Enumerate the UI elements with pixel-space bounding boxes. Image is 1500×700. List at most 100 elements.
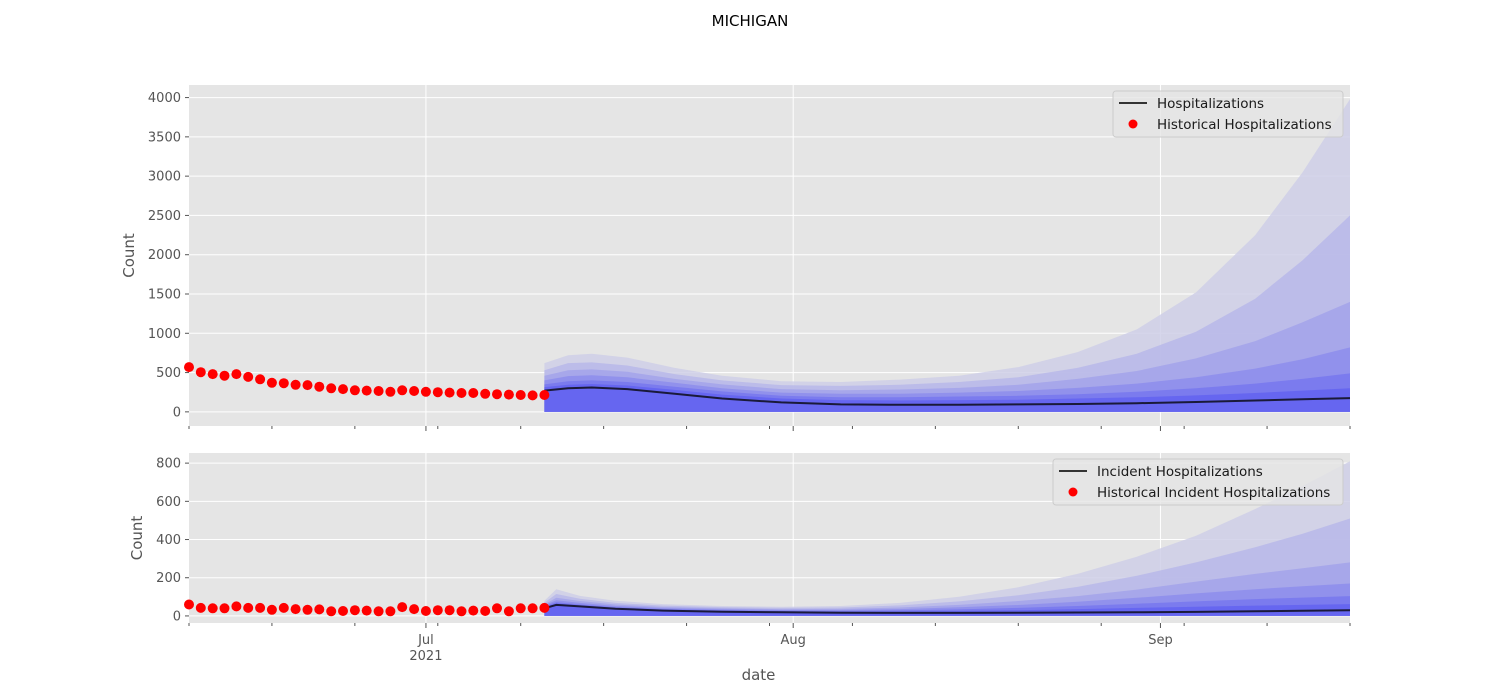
historical-point (444, 605, 455, 616)
historical-point (207, 603, 218, 614)
y-tick-label: 4000 (148, 91, 181, 106)
y-tick-label: 1000 (148, 327, 181, 342)
y-tick-label: 1500 (148, 288, 181, 303)
forecast-band-5 (544, 384, 1350, 412)
historical-point (361, 605, 372, 616)
historical-point (326, 606, 337, 617)
historical-point (184, 362, 194, 373)
historical-point (302, 380, 313, 391)
historical-point (278, 602, 289, 613)
historical-point (349, 605, 360, 616)
historical-point (480, 606, 491, 616)
historical-point (397, 602, 408, 613)
legend: Incident Hospitalizations Historical Inci… (1052, 458, 1344, 506)
legend-label: Incident Hospitalizations (1097, 464, 1263, 480)
y-tick-label: 2000 (148, 248, 181, 263)
y-axis-label: Count (128, 516, 146, 561)
legend-marker-swatch (1128, 119, 1138, 129)
legend-box (1112, 90, 1344, 138)
historical-point (456, 606, 467, 617)
hospitalizations-chart: 0 500 1000 1500 2000 2500 3000 3500 4000 Count Hos… (120, 85, 1351, 431)
x-tick-label: Jul (417, 633, 434, 648)
historical-point (539, 602, 550, 613)
y-tick-label: 500 (156, 366, 181, 381)
historical-point (373, 386, 384, 396)
historical-point (195, 367, 206, 378)
historical-point (290, 604, 301, 615)
y-tick-label: 400 (156, 533, 181, 548)
historical-point (302, 604, 313, 615)
historical-point (266, 604, 277, 615)
y-tick-label: 200 (156, 571, 181, 586)
historical-point (373, 606, 384, 617)
x-axis-label: date (742, 666, 776, 684)
historical-point (420, 386, 431, 397)
historical-point (255, 374, 266, 385)
historical-point (290, 379, 301, 390)
historical-point (338, 384, 348, 395)
historical-point (314, 604, 325, 615)
forecast-line (544, 603, 1351, 614)
historical-point (492, 603, 502, 614)
historical-point (314, 381, 325, 392)
historical-point (539, 390, 550, 400)
historical-point (349, 385, 360, 396)
y-tick-label: 600 (156, 495, 181, 510)
historical-point (480, 388, 491, 399)
historical-point (184, 599, 194, 610)
historical-point (397, 385, 408, 396)
legend-label: Hospitalizations (1157, 96, 1264, 112)
historical-point (278, 378, 289, 389)
historical-point (468, 605, 479, 616)
historical-point (515, 390, 526, 400)
historical-point (527, 390, 538, 401)
historical-point (243, 371, 254, 382)
historical-point (503, 606, 514, 617)
historical-point (420, 606, 431, 616)
y-tick-label: 0 (173, 405, 181, 420)
x-tick-sublabel: 2021 (409, 649, 442, 664)
historical-point (195, 602, 206, 613)
legend-label: Historical Incident Hospitalizations (1097, 485, 1330, 501)
historical-point (231, 601, 242, 612)
historical-point (492, 389, 502, 400)
historical-point (468, 388, 479, 398)
x-tick-label: Aug (780, 633, 805, 648)
forecast-band-0 (544, 99, 1350, 412)
historical-point (409, 604, 420, 615)
historical-point (326, 383, 337, 394)
historical-point (219, 603, 230, 614)
y-axis-label: Count (120, 233, 138, 278)
historical-point (338, 606, 348, 616)
historical-point (527, 603, 538, 614)
y-tick-label: 800 (156, 457, 181, 472)
historical-point (409, 386, 420, 396)
x-tick-label: Sep (1148, 633, 1173, 648)
historical-point (266, 377, 277, 388)
legend-marker-swatch (1068, 487, 1078, 497)
historical-point (361, 385, 372, 396)
figure-title: MICHIGAN (712, 12, 789, 30)
historical-point (432, 605, 443, 616)
historical-point (207, 369, 218, 380)
historical-point (255, 602, 266, 613)
historical-point (219, 370, 230, 381)
historical-point (515, 603, 526, 614)
legend-box (1052, 458, 1344, 506)
y-tick-label: 0 (173, 609, 181, 624)
historical-point (444, 387, 455, 398)
y-tick-label: 2500 (148, 209, 181, 224)
historical-point (385, 386, 396, 397)
historical-point (456, 388, 467, 398)
y-tick-label: 3500 (148, 130, 181, 145)
forecast-band-1 (544, 215, 1350, 412)
legend: Hospitalizations Historical Hospitalizati… (1112, 90, 1344, 138)
legend-label: Historical Hospitalizations (1157, 117, 1332, 133)
forecast-line (544, 386, 1351, 406)
historical-point (385, 606, 396, 617)
historical-point (243, 602, 254, 613)
historical-point (503, 389, 514, 400)
historical-point (231, 369, 242, 380)
